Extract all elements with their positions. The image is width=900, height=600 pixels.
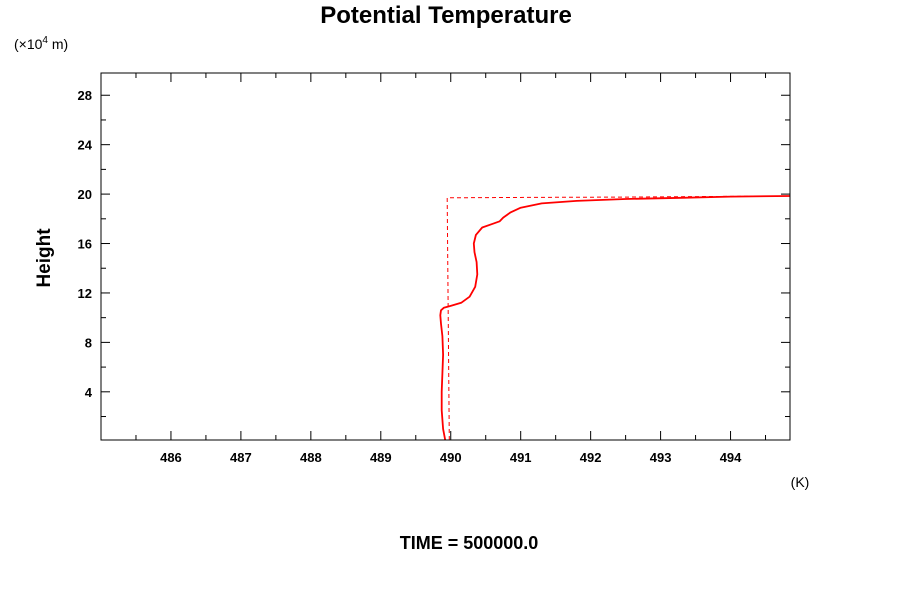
x-axis-unit: (K) — [791, 474, 810, 490]
time-label: TIME = 500000.0 — [400, 533, 539, 553]
series-dashed-line — [446, 195, 791, 441]
axis-tick-labels: 486 487 488 489 490 491 492 493 494 4 8 12 16 20 24 28 — [78, 88, 743, 465]
y-unit-exponent: 4 — [42, 35, 48, 46]
y-tick-label: 24 — [78, 138, 93, 153]
y-unit-suffix: m) — [48, 36, 68, 52]
y-unit-label: (×104 m) — [14, 35, 68, 52]
y-tick-label: 8 — [85, 335, 92, 350]
y-tick-label: 20 — [78, 187, 92, 202]
y-tick-label: 16 — [78, 237, 92, 252]
series-solid-line — [439, 195, 791, 441]
x-tick-label: 486 — [160, 450, 182, 465]
y-axis-title: Height — [34, 228, 55, 288]
x-tick-label: 488 — [300, 450, 322, 465]
x-tick-label: 494 — [720, 450, 742, 465]
axis-ticks — [101, 73, 790, 440]
x-tick-label: 490 — [440, 450, 462, 465]
y-unit-prefix: (×10 — [14, 36, 43, 52]
y-tick-label: 4 — [85, 385, 93, 400]
plot-lines — [439, 195, 791, 441]
x-tick-label: 491 — [510, 450, 532, 465]
x-tick-label: 492 — [580, 450, 602, 465]
x-tick-label: 489 — [370, 450, 392, 465]
chart-title: Potential Temperature — [320, 2, 572, 29]
plot-frame — [100, 72, 791, 441]
x-tick-label: 487 — [230, 450, 252, 465]
x-tick-label: 493 — [650, 450, 672, 465]
y-tick-label: 12 — [78, 286, 92, 301]
y-tick-label: 28 — [78, 88, 92, 103]
